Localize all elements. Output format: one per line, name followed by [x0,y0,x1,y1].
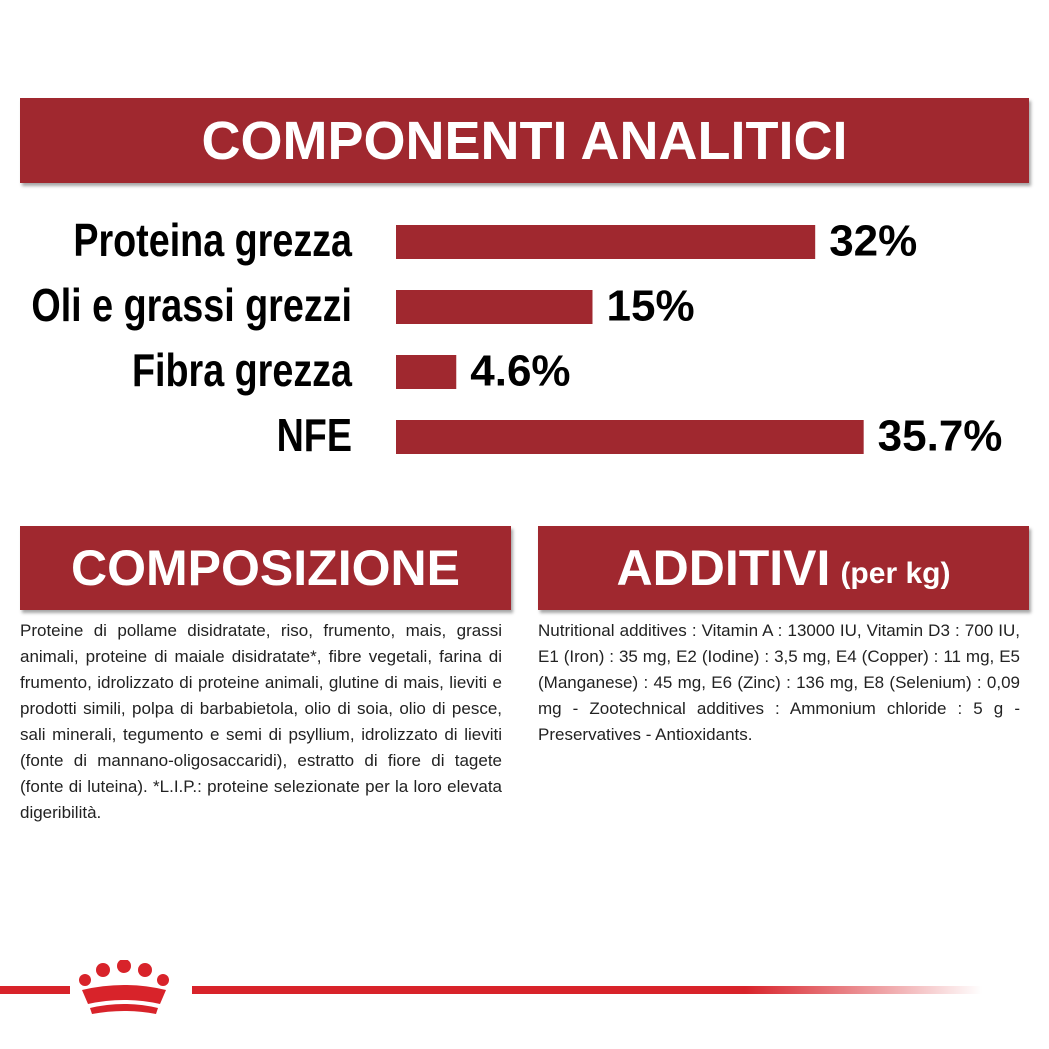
category-label: Oli e grassi grezzi [31,280,352,331]
bar [396,290,593,324]
value-label: 15% [607,282,695,331]
crown-logo [79,960,169,1014]
footer-line [0,986,70,994]
value-label: 35.7% [878,412,1003,461]
footer-logo [0,960,982,1014]
category-label: Proteina grezza [73,215,352,266]
category-label: Fibra grezza [132,345,353,396]
chart-title: COMPONENTI ANALITICI [20,98,1029,183]
footer-line [192,986,982,994]
category-group: Oli e grassi grezzi [31,280,352,331]
category-group: Proteina grezza [73,215,352,266]
value-label: 4.6% [470,347,570,396]
additivi-header: ADDITIVI (per kg) [538,526,1029,610]
additivi-text: Nutritional additives : Vitamin A : 1300… [538,621,1020,744]
additivi-title: ADDITIVI [616,540,831,596]
bar [396,420,864,454]
value-label: 32% [829,217,917,266]
bar [396,355,457,389]
composizione-title: COMPOSIZIONE [20,526,511,610]
bar [396,225,816,259]
composizione-text: Proteine di pollame disidratate, riso, f… [20,621,502,822]
chart: Proteina grezza 32% Oli e grassi grezzi 15%… [31,215,1003,461]
additivi-subtitle: (per kg) [840,557,951,590]
category-label: NFE [277,410,352,461]
category-group: Fibra grezza [132,345,353,396]
category-group: NFE [277,410,352,461]
